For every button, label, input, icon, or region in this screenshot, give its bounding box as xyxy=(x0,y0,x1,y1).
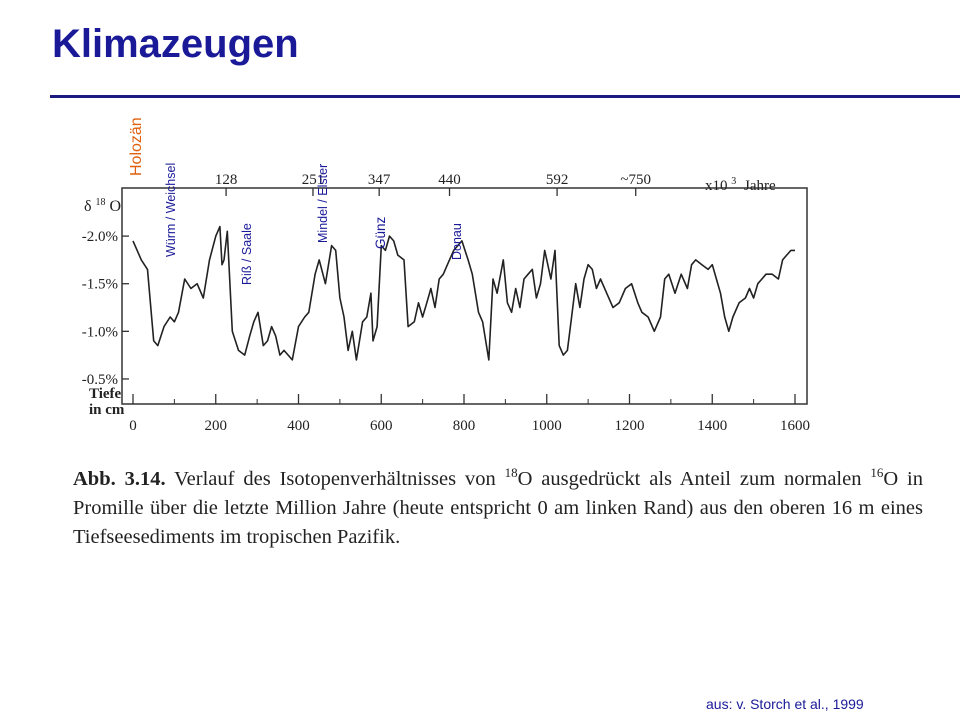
age-unit-sup: 3 xyxy=(731,176,736,187)
age-axis: 128 251 347 440 592 ~750 xyxy=(215,172,651,196)
y-tick-label: -0.5% xyxy=(82,372,118,388)
age-unit-jahre: Jahre xyxy=(744,178,776,194)
y-axis-label: δ 18 O xyxy=(84,192,121,215)
depth-tick-label: 1000 xyxy=(532,418,562,434)
depth-tick-label: 1600 xyxy=(780,418,810,434)
x-axis-label-line1: Tiefe xyxy=(89,386,122,402)
label-wurm: Würm / Weichsel xyxy=(164,163,178,257)
plot-frame xyxy=(121,187,808,405)
caption-text-3: O in Promille über die letzte Million Ja… xyxy=(73,467,923,548)
age-unit-label: x10 3 Jahre xyxy=(705,172,776,194)
y-tick-label: -2.0% xyxy=(82,229,118,245)
title-rule xyxy=(50,95,960,98)
caption-sup-1: 18 xyxy=(504,465,518,480)
depth-tick-label: 600 xyxy=(370,418,393,434)
slide-title: Klimazeugen xyxy=(52,22,299,66)
age-tick-label: 251 xyxy=(302,172,325,188)
label-donau: Donau xyxy=(450,223,464,260)
age-tick-label: 347 xyxy=(368,172,391,188)
label-holozan: Holozän xyxy=(128,117,145,176)
caption-text-2: O ausgedrückt als Anteil zum normalen xyxy=(517,467,862,490)
age-tick-label: 128 xyxy=(215,172,238,188)
depth-tick-label: 0 xyxy=(129,418,137,434)
depth-tick-label: 1400 xyxy=(697,418,727,434)
depth-tick-label: 400 xyxy=(287,418,310,434)
caption-text-1: Verlauf des Isotopenverhältnisses von xyxy=(174,467,496,490)
depth-tick-label: 200 xyxy=(205,418,228,434)
label-riss: Riß / Saale xyxy=(240,223,254,285)
isotope-chart: 128 251 347 440 592 ~750 0 200 400 600 800 1000 120… xyxy=(82,117,810,434)
isotope-series-line xyxy=(132,225,795,361)
y-label-o: O xyxy=(110,198,122,215)
y-axis: -2.0% -1.5% -1.0% -0.5% xyxy=(82,229,129,388)
label-gunz: Günz xyxy=(373,216,388,249)
depth-tick-label: 800 xyxy=(453,418,476,434)
label-mindel: Mindel / Elster xyxy=(316,164,330,243)
y-label-sup: 18 xyxy=(96,197,106,208)
caption-abb: Abb. 3.14. xyxy=(73,467,166,490)
caption-sup-2: 16 xyxy=(870,465,884,480)
age-unit-x10: x10 xyxy=(705,178,728,194)
y-tick-label: -1.0% xyxy=(82,324,118,340)
x-axis-label-line2: in cm xyxy=(89,402,125,418)
age-tick-label: 592 xyxy=(546,172,569,188)
y-label-delta: δ xyxy=(84,198,92,215)
source-credit: aus: v. Storch et al., 1999 xyxy=(706,696,864,712)
figure-caption: Abb. 3.14. Verlauf des Isotopenverhältni… xyxy=(73,458,923,552)
age-tick-label: 440 xyxy=(438,172,461,188)
y-tick-label: -1.5% xyxy=(82,277,118,293)
age-tick-label: ~750 xyxy=(620,172,651,188)
depth-tick-label: 1200 xyxy=(615,418,645,434)
depth-axis: 0 200 400 600 800 1000 1200 1400 1600 xyxy=(129,394,810,434)
